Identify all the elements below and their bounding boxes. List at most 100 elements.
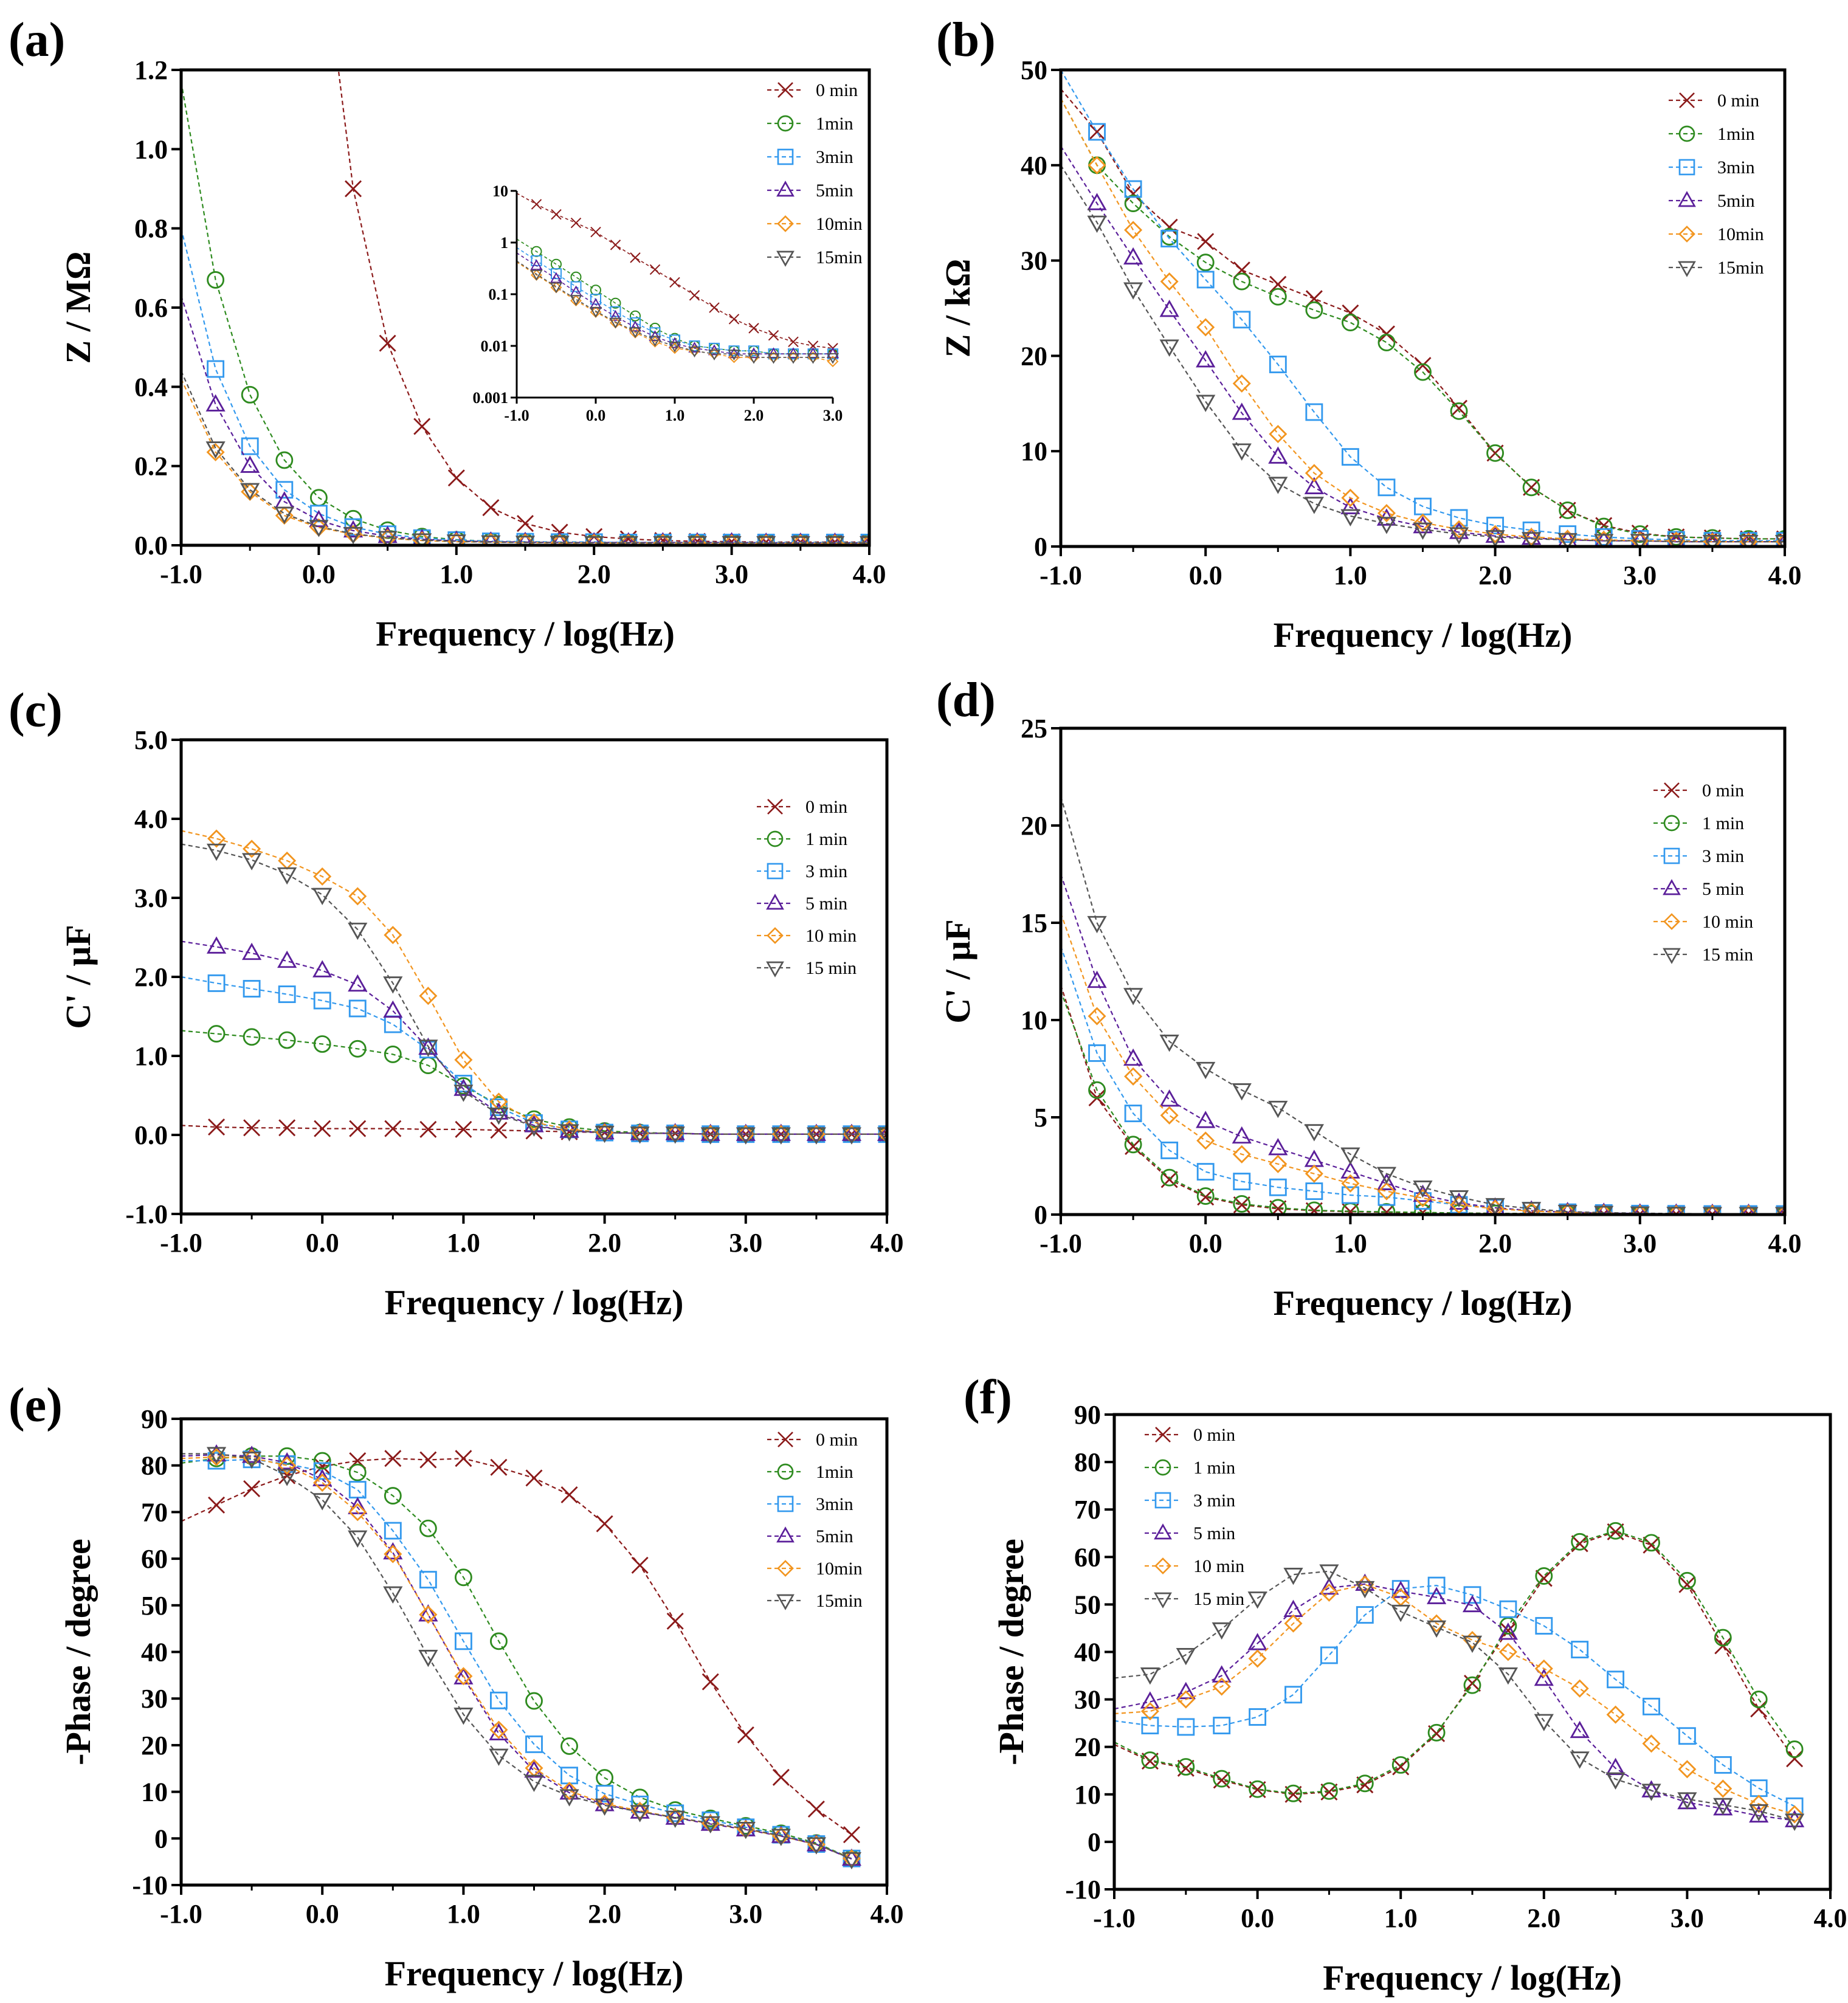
data-point bbox=[277, 950, 297, 968]
legend-marker bbox=[1154, 1592, 1172, 1608]
y-tick-label: 3.0 bbox=[134, 883, 168, 913]
data-point bbox=[1341, 448, 1359, 466]
data-point bbox=[348, 922, 368, 940]
legend-label: 15 min bbox=[805, 958, 857, 978]
data-point bbox=[1449, 1190, 1469, 1208]
data-point bbox=[771, 1825, 791, 1843]
data-point bbox=[1141, 1717, 1159, 1734]
inset-data-point bbox=[629, 327, 642, 339]
data-point bbox=[1356, 1606, 1374, 1624]
data-point bbox=[274, 506, 294, 525]
inset-data-point bbox=[570, 295, 582, 306]
series-line bbox=[181, 228, 869, 543]
data-point bbox=[559, 1782, 579, 1800]
inset-data-point bbox=[609, 309, 622, 321]
data-point bbox=[1642, 1734, 1661, 1753]
data-point bbox=[349, 1120, 367, 1137]
y-tick-label: 5 bbox=[1034, 1103, 1047, 1133]
legend-label: 10 min bbox=[805, 926, 857, 946]
y-tick-label: 50 bbox=[1021, 55, 1047, 85]
data-point bbox=[1669, 1203, 1683, 1215]
y-tick-label: 60 bbox=[1074, 1542, 1101, 1572]
data-point bbox=[413, 418, 431, 435]
data-point bbox=[240, 483, 260, 500]
data-point bbox=[1196, 1187, 1215, 1205]
data-point bbox=[524, 1774, 544, 1792]
panel-label: (b) bbox=[936, 13, 996, 67]
data-point bbox=[1667, 531, 1686, 546]
series-15min bbox=[181, 843, 887, 1145]
data-point bbox=[525, 1735, 543, 1753]
x-tick-label: 3.0 bbox=[1623, 560, 1657, 590]
y-tick-label: -10 bbox=[1065, 1875, 1101, 1905]
data-point bbox=[843, 1826, 860, 1844]
data-point bbox=[1268, 1100, 1288, 1119]
legend-marker bbox=[767, 927, 784, 944]
inset-data-point bbox=[688, 346, 701, 358]
x-tick-label: 3.0 bbox=[729, 1899, 762, 1929]
plot-frame bbox=[1059, 68, 1787, 548]
data-point bbox=[862, 532, 869, 545]
series-line bbox=[1061, 165, 1785, 543]
series-line bbox=[181, 1455, 852, 1860]
data-point bbox=[1304, 1124, 1324, 1142]
data-point bbox=[827, 532, 843, 545]
data-point bbox=[275, 451, 294, 469]
y-tick-label: 1.2 bbox=[134, 55, 168, 85]
data-point bbox=[1088, 156, 1106, 174]
inset-data-point bbox=[748, 323, 759, 334]
x-tick-label: 0.0 bbox=[1189, 1229, 1222, 1258]
data-point bbox=[418, 1649, 438, 1667]
data-point bbox=[1559, 501, 1577, 519]
data-point bbox=[559, 1124, 579, 1142]
inset-series-line bbox=[516, 261, 833, 362]
data-point bbox=[419, 1451, 437, 1469]
data-point bbox=[1450, 399, 1468, 417]
data-point bbox=[1341, 1174, 1360, 1193]
data-point bbox=[1785, 1740, 1804, 1759]
series-1min bbox=[1061, 98, 1785, 546]
y-tick-label: 0.0 bbox=[134, 531, 168, 560]
series-line bbox=[1061, 70, 1785, 542]
legend-marker bbox=[1154, 1459, 1171, 1476]
legend-label: 5min bbox=[816, 181, 853, 201]
legend-label: 5min bbox=[1717, 191, 1755, 211]
data-point bbox=[243, 1480, 261, 1498]
inset-series-line bbox=[516, 247, 833, 354]
x-tick-label: 4.0 bbox=[1814, 1903, 1847, 1933]
data-point bbox=[1123, 1048, 1143, 1066]
data-point bbox=[1714, 1756, 1732, 1774]
data-point bbox=[1123, 282, 1143, 300]
data-point bbox=[1233, 311, 1251, 329]
series-15min bbox=[1061, 796, 1785, 1215]
legend-marker bbox=[767, 799, 783, 815]
data-point bbox=[1087, 193, 1107, 210]
data-point bbox=[1125, 1137, 1142, 1156]
plot-frame bbox=[179, 68, 871, 547]
x-axis-title: Frequency / log(Hz) bbox=[1274, 1283, 1573, 1323]
data-point bbox=[1739, 1205, 1758, 1215]
x-tick-label: 2.0 bbox=[1527, 1903, 1560, 1933]
data-point bbox=[515, 533, 535, 545]
y-tick-label: -1.0 bbox=[125, 1199, 168, 1229]
data-point bbox=[1462, 1594, 1483, 1613]
data-point bbox=[1177, 1718, 1195, 1736]
data-point bbox=[1677, 1792, 1697, 1810]
legend-label: 1min bbox=[1717, 124, 1755, 144]
inset-series-line bbox=[516, 238, 833, 354]
inset-data-point bbox=[807, 353, 819, 364]
data-point bbox=[343, 526, 364, 545]
data-point bbox=[688, 534, 707, 545]
series-5min bbox=[1114, 1573, 1805, 1827]
x-axis-title: Frequency / log(Hz) bbox=[1323, 1958, 1622, 1998]
data-point bbox=[1605, 1757, 1626, 1776]
data-point bbox=[207, 360, 225, 378]
inset-x-tick-label: 1.0 bbox=[665, 407, 685, 424]
legend: 0 min 1min 3min 5min 10min 15min bbox=[767, 80, 863, 267]
data-point bbox=[595, 1125, 615, 1143]
inset-x-tick-label: -1.0 bbox=[504, 407, 529, 424]
data-point bbox=[205, 441, 226, 459]
data-point bbox=[595, 1122, 615, 1140]
series-line bbox=[1061, 796, 1785, 1215]
